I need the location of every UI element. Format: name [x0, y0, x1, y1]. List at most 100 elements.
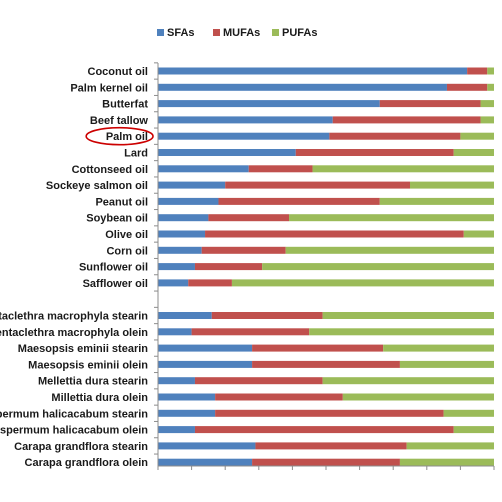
bar-sfas-sockeye-salmon-oil [158, 181, 226, 189]
bar-mufas-maesopsis-eminii-stearin [252, 344, 384, 352]
legend-swatch-mufas [213, 29, 220, 36]
bar-mufas-carapa-grandflora-olein [252, 458, 400, 466]
category-label-maesopsis-eminii-stearin: Maesopsis eminii stearin [18, 343, 148, 355]
bar-sfas-pentaclethra-macrophyla-olein [158, 328, 192, 336]
bar-pufas-sunflower-oil [262, 263, 494, 271]
bar-sfas-corn-oil [158, 246, 202, 254]
bar-sfas-palm-oil [158, 132, 330, 140]
bar-mufas-mellettia-dura-stearin [194, 377, 323, 385]
bar-pufas-safflower-oil [231, 279, 495, 287]
bar-mufas-palm-oil [329, 132, 461, 140]
bar-mufas-cardiospermum-halicacabum-stearin [215, 409, 444, 417]
bar-mufas-palm-kernel-oil [446, 83, 488, 91]
bar-sfas-maesopsis-eminii-stearin [158, 344, 253, 352]
bar-sfas-mellettia-dura-stearin [158, 377, 195, 385]
bar-sfas-cottonseed-oil [158, 165, 249, 173]
bar-sfas-olive-oil [158, 230, 206, 238]
bar-pufas-cardiospermum-halicacabum-stearin [443, 409, 494, 417]
bar-mufas-soybean-oil [208, 214, 290, 222]
bar-mufas-olive-oil [205, 230, 464, 238]
bar-pufas-carapa-grandflora-stearin [406, 442, 494, 450]
legend: SFAs MUFAs PUFAs [157, 27, 317, 39]
bar-pufas-pentaclethra-macrophyla-stearin [322, 312, 494, 319]
bar-pufas-cardiospermum-halicacabum-olein [453, 426, 494, 434]
bar-pufas-coconut-oil [487, 67, 494, 75]
bar-sfas-lard [158, 149, 296, 156]
bar-sfas-cardiospermum-halicacabum-stearin [158, 409, 216, 417]
bar-sfas-sunflower-oil [158, 263, 195, 271]
bar-mufas-pentaclethra-macrophyla-stearin [211, 312, 323, 319]
bar-pufas-carapa-grandflora-olein [399, 458, 494, 466]
bar-pufas-maesopsis-eminii-olein [399, 360, 494, 368]
bar-sfas-palm-kernel-oil [158, 83, 447, 91]
category-label-peanut-oil: Peanut oil [95, 196, 148, 208]
bar-mufas-corn-oil [201, 246, 286, 254]
legend-label-mufas: MUFAs [223, 27, 260, 39]
category-label-cottonseed-oil: Cottonseed oil [72, 164, 148, 176]
category-label-pentaclethra-macrophyla-stearin: Pentaclethra macrophyla stearin [0, 311, 148, 323]
bar-sfas-beef-tallow [158, 116, 333, 124]
bar-pufas-maesopsis-eminii-stearin [383, 344, 494, 352]
bar-sfas-butterfat [158, 100, 380, 108]
bar-mufas-cardiospermum-halicacabum-olein [194, 426, 454, 434]
bar-pufas-millettia-dura-olein [342, 393, 494, 401]
bar-sfas-peanut-oil [158, 197, 219, 205]
legend-swatch-pufas [272, 29, 279, 36]
bar-pufas-palm-kernel-oil [487, 83, 494, 91]
bar-mufas-peanut-oil [218, 197, 380, 205]
category-label-cardiospermum-halicacabum-olein: Cardiospermum halicacabum olein [0, 425, 148, 437]
bar-pufas-pentaclethra-macrophyla-olein [309, 328, 494, 336]
category-label-corn-oil: Corn oil [106, 245, 148, 257]
bar-sfas-carapa-grandflora-olein [158, 458, 253, 466]
category-label-carapa-grandflora-stearin: Carapa grandflora stearin [14, 441, 148, 453]
bars [158, 67, 495, 466]
category-label-butterfat: Butterfat [102, 99, 148, 111]
category-label-carapa-grandflora-olein: Carapa grandflora olein [25, 457, 149, 469]
bar-pufas-palm-oil [460, 132, 494, 140]
highlight-ellipse [85, 126, 154, 146]
bar-mufas-coconut-oil [467, 67, 488, 75]
bar-pufas-butterfat [480, 100, 494, 108]
category-label-palm-kernel-oil: Palm kernel oil [70, 82, 148, 94]
category-label-sockeye-salmon-oil: Sockeye salmon oil [46, 180, 148, 192]
category-label-beef-tallow: Beef tallow [90, 115, 149, 127]
bar-pufas-sockeye-salmon-oil [410, 181, 494, 189]
category-label-pentaclethra-macrophyla-olein: Pentaclethra macrophyla olein [0, 327, 148, 339]
bar-mufas-lard [295, 149, 454, 156]
bar-sfas-soybean-oil [158, 214, 209, 222]
axes [154, 62, 495, 470]
bar-pufas-olive-oil [463, 230, 494, 238]
category-label-millettia-dura-olein: Millettia dura olein [51, 392, 148, 404]
category-label-soybean-oil: Soybean oil [86, 213, 148, 225]
bar-pufas-corn-oil [285, 246, 494, 254]
bar-pufas-cottonseed-oil [312, 165, 494, 173]
category-label-safflower-oil: Safflower oil [83, 278, 148, 290]
bar-sfas-millettia-dura-olein [158, 393, 216, 401]
category-label-sunflower-oil: Sunflower oil [79, 262, 148, 274]
category-label-mellettia-dura-stearin: Mellettia dura stearin [38, 376, 148, 388]
bar-pufas-peanut-oil [379, 197, 494, 205]
bar-pufas-mellettia-dura-stearin [322, 377, 494, 385]
bar-sfas-carapa-grandflora-stearin [158, 442, 256, 450]
bar-mufas-carapa-grandflora-stearin [255, 442, 407, 450]
category-label-palm-oil: Palm oil [106, 131, 148, 143]
bar-mufas-safflower-oil [188, 279, 232, 287]
bar-mufas-sockeye-salmon-oil [225, 181, 410, 189]
category-label-maesopsis-eminii-olein: Maesopsis eminii olein [28, 359, 148, 371]
category-label-coconut-oil: Coconut oil [88, 66, 149, 78]
bar-pufas-beef-tallow [480, 116, 494, 124]
bar-sfas-pentaclethra-macrophyla-stearin [158, 312, 212, 319]
legend-label-sfas: SFAs [167, 27, 195, 39]
bar-mufas-pentaclethra-macrophyla-olein [191, 328, 310, 336]
bar-sfas-safflower-oil [158, 279, 189, 287]
legend-swatch-sfas [157, 29, 164, 36]
bar-sfas-coconut-oil [158, 67, 468, 75]
category-label-lard: Lard [124, 148, 148, 160]
bar-pufas-lard [453, 149, 494, 156]
legend-label-pufas: PUFAs [282, 27, 317, 39]
category-labels: Coconut oil Palm kernel oil Butterfat Beef … [0, 66, 154, 469]
bar-sfas-maesopsis-eminii-olein [158, 360, 253, 368]
bar-mufas-cottonseed-oil [248, 165, 313, 173]
bar-mufas-sunflower-oil [194, 263, 263, 271]
